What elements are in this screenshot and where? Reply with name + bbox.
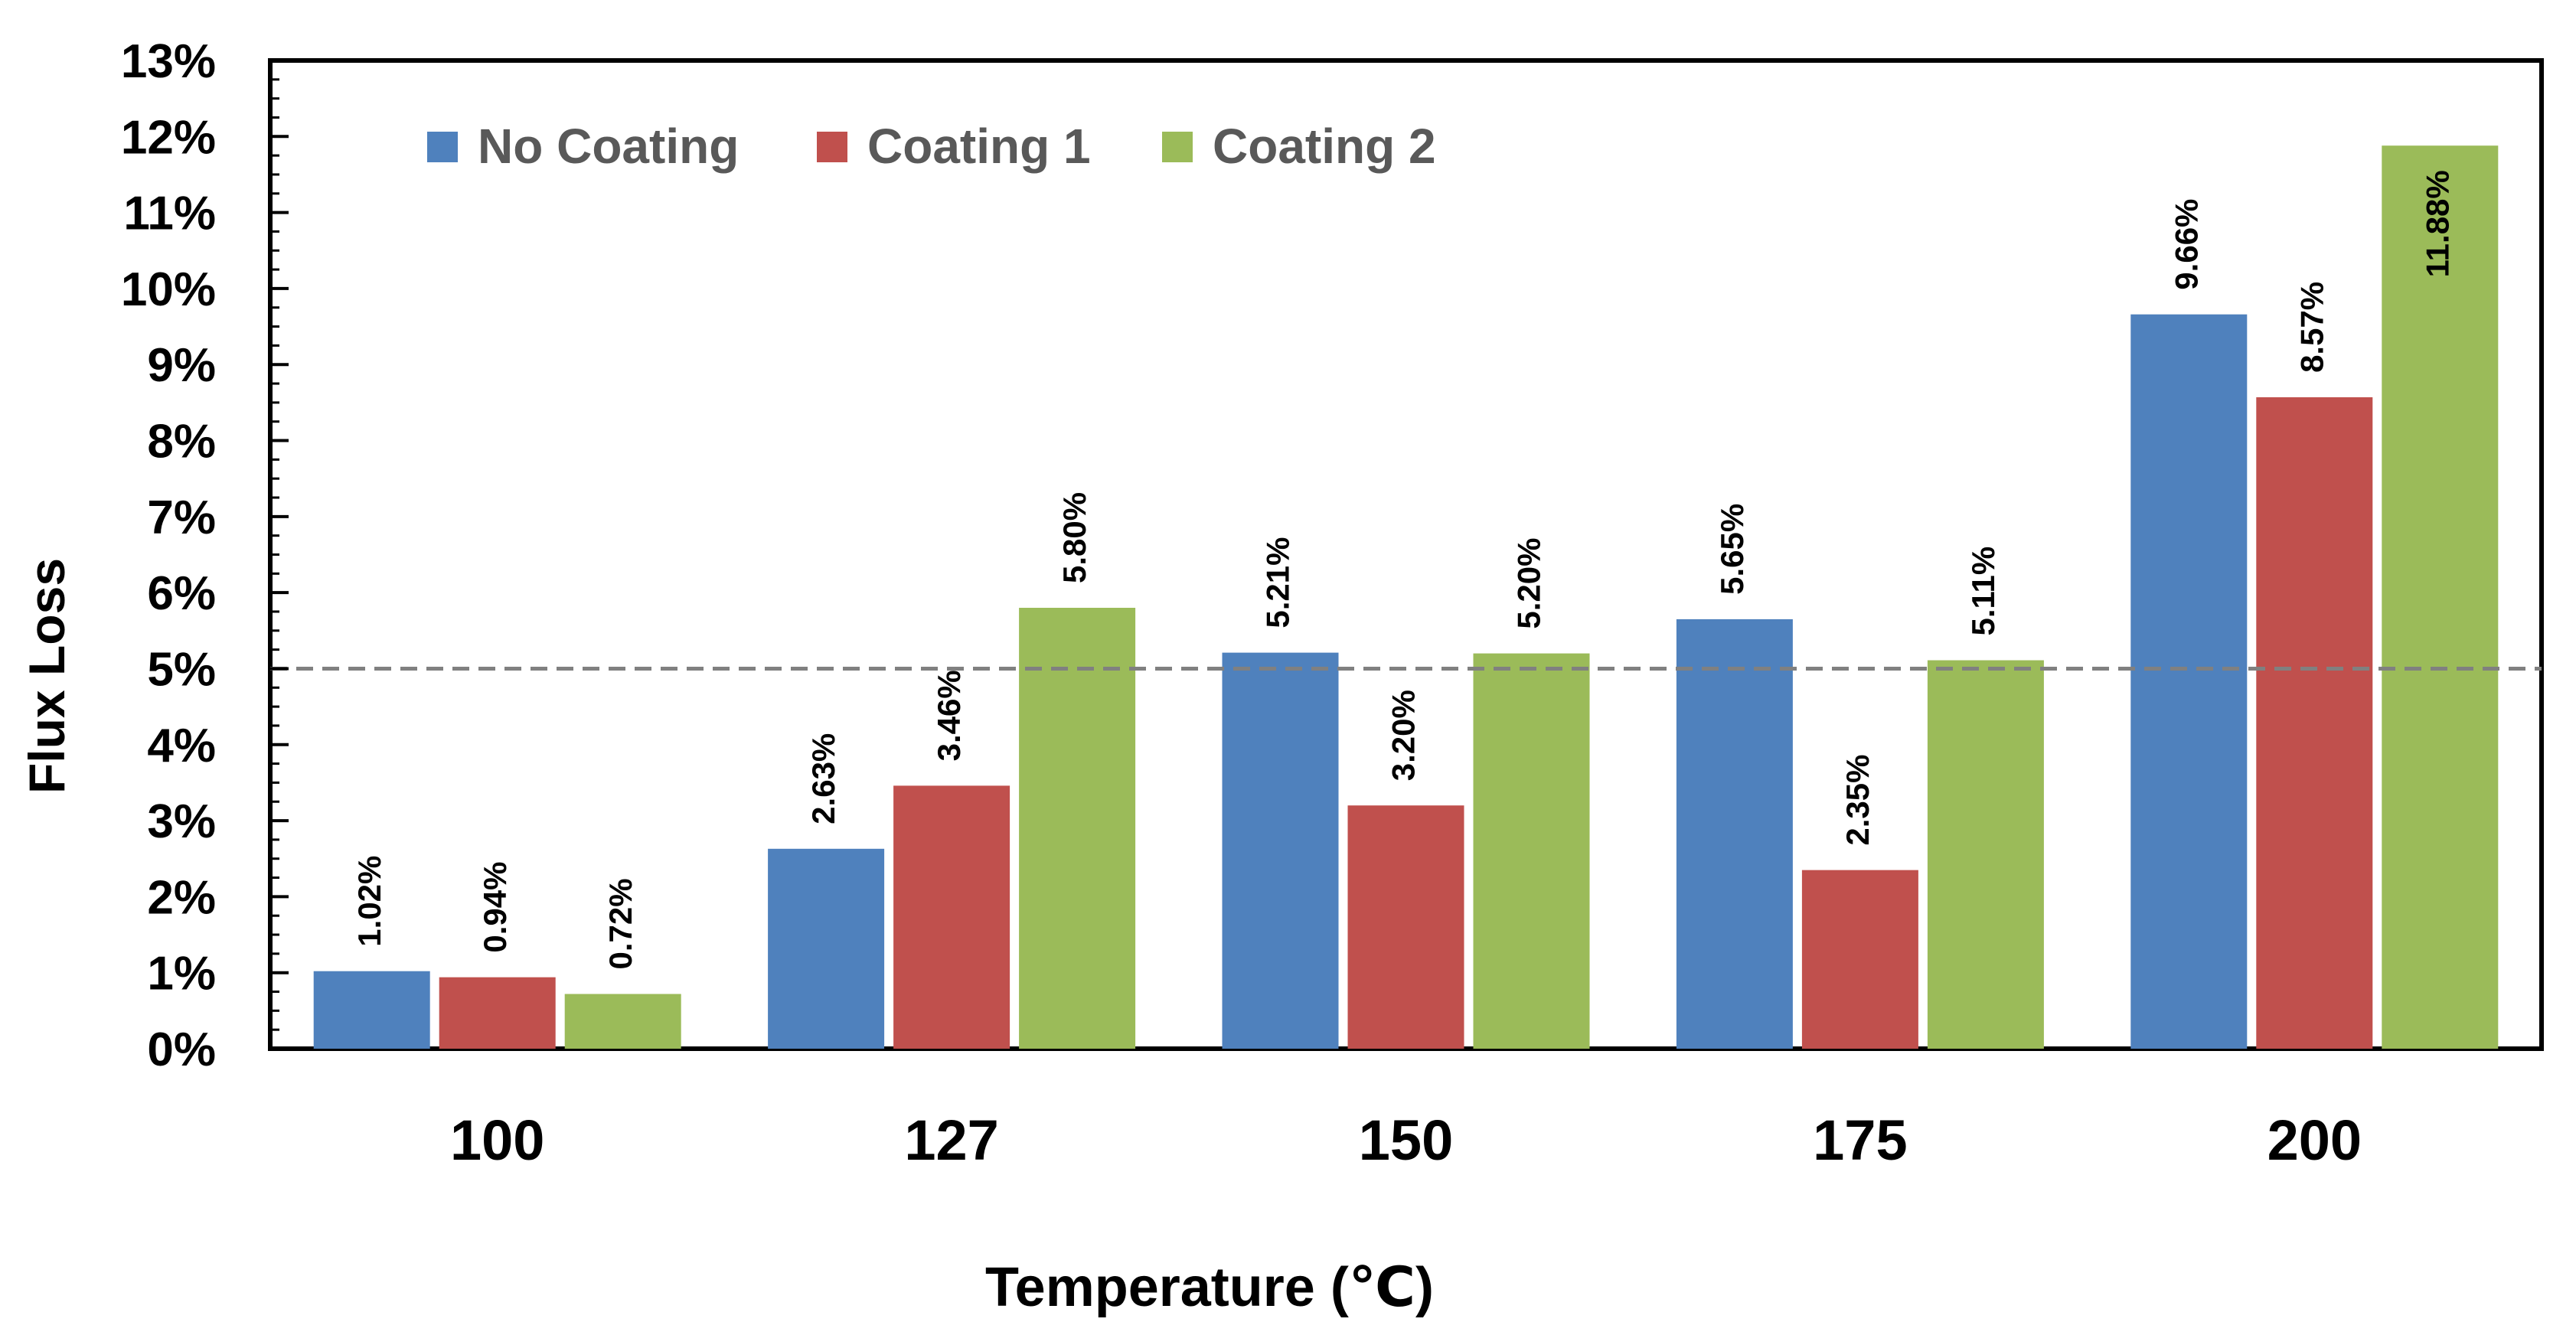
legend-swatch [817,132,847,162]
data-label: 5.11% [1965,547,2001,636]
bar-coating-2-200 [2382,145,2499,1049]
y-axis-title: Flux Loss [18,558,75,794]
data-label: 3.46% [931,670,967,761]
data-label: 2.35% [1840,755,1876,846]
y-tick-label: 11% [123,188,216,240]
data-label: 0.94% [477,862,513,953]
bar-no-coating-127 [768,848,885,1049]
x-category-label: 150 [1359,1108,1453,1172]
x-axis-title: Temperature (℃) [985,1257,1434,1318]
bar-coating-2-175 [1927,660,2044,1049]
bar-coating-2-150 [1473,653,1590,1049]
data-label: 8.57% [2294,282,2330,373]
y-tick-label: 12% [121,111,216,164]
bar-coating-1-175 [1801,870,1918,1049]
data-label: 5.21% [1260,537,1296,628]
data-label: 5.20% [1511,538,1547,629]
data-label: 5.80% [1056,492,1092,583]
data-label: 9.66% [2168,199,2204,290]
bar-no-coating-175 [1676,619,1793,1049]
x-category-label: 100 [450,1108,544,1172]
bar-coating-1-100 [439,977,556,1049]
legend-label: Coating 2 [1213,119,1436,174]
data-label: 3.20% [1386,690,1422,781]
y-tick-label: 6% [147,567,216,620]
bar-no-coating-100 [313,971,430,1049]
y-tick-label: 9% [147,339,216,392]
legend-swatch [427,132,458,162]
legend-label: Coating 1 [867,119,1091,174]
y-tick-label: 0% [147,1023,216,1076]
y-tick-label: 8% [147,416,216,468]
legend-swatch [1162,132,1193,162]
x-category-label: 200 [2267,1108,2362,1172]
y-tick-label: 1% [147,948,216,1000]
legend-label: No Coating [478,119,739,174]
bar-coating-2-127 [1019,608,1136,1049]
bar-coating-1-200 [2256,397,2373,1049]
bar-coating-2-100 [564,994,681,1049]
y-tick-label: 13% [121,35,216,88]
y-tick-label: 2% [147,871,216,924]
bar-coating-1-127 [893,785,1010,1049]
x-category-label: 127 [904,1108,998,1172]
data-label: 2.63% [805,733,841,824]
data-label: 11.88% [2419,170,2455,277]
data-label: 0.72% [602,878,638,969]
bar-no-coating-150 [1222,652,1339,1049]
data-label: 1.02% [351,856,387,947]
y-tick-label: 5% [147,643,216,696]
y-tick-label: 7% [147,491,216,544]
bar-no-coating-200 [2130,314,2248,1049]
y-tick-label: 10% [121,263,216,316]
bar-coating-1-150 [1347,805,1464,1049]
data-label: 5.65% [1714,504,1750,595]
x-category-label: 175 [1813,1108,1907,1172]
y-tick-label: 4% [147,720,216,772]
y-tick-label: 3% [147,795,216,848]
